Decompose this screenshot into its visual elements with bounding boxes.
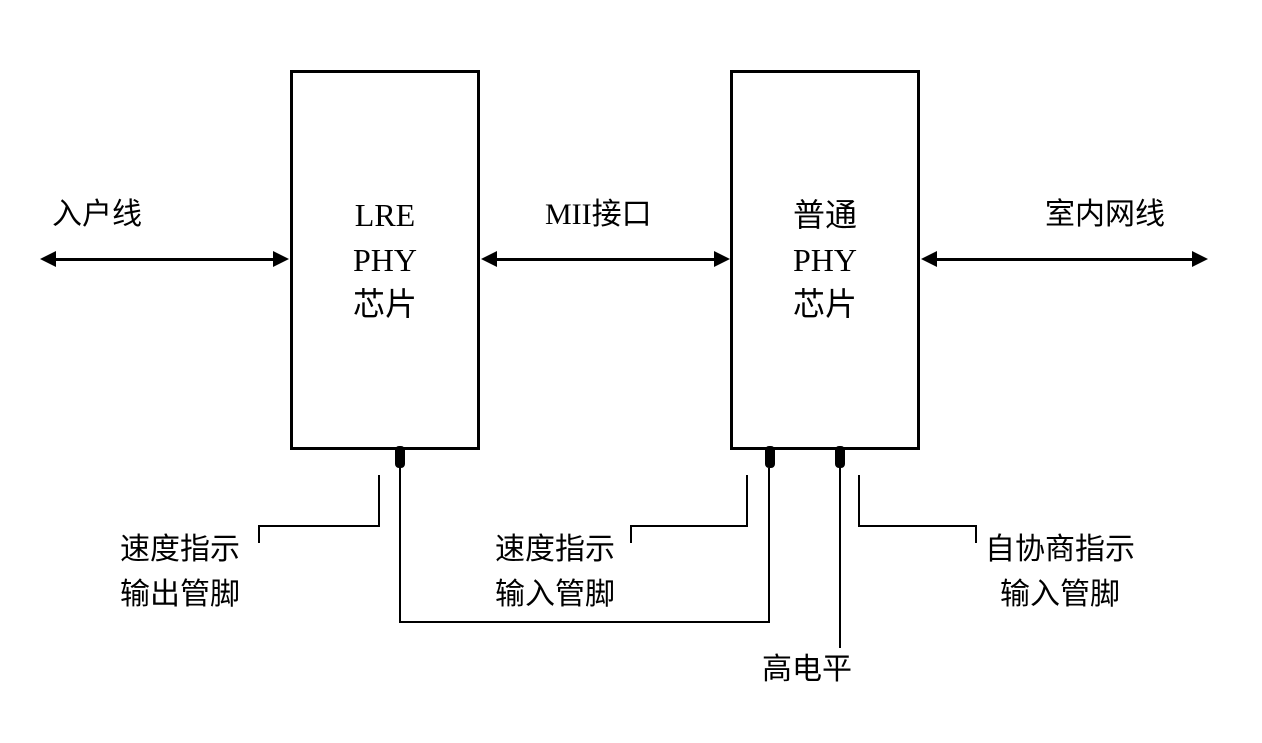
- normal-line1: 普通: [793, 193, 857, 238]
- speed-in-label-wire-2: [630, 525, 748, 527]
- speed-out-label-wire-3: [378, 475, 380, 527]
- speed-out-label-wire-2: [258, 525, 380, 527]
- incoming-arrow-right-head: [273, 251, 289, 267]
- lre-line1: LRE: [353, 193, 417, 238]
- lre-phy-box: LRE PHY 芯片: [290, 70, 480, 450]
- speed-input-label-2: 输入管脚: [495, 575, 615, 614]
- autoneg-label-wire-1: [975, 525, 977, 543]
- incoming-line-label: 入户线: [52, 195, 142, 234]
- autoneg-label-2: 输入管脚: [1000, 575, 1120, 614]
- mii-arrow-right-head: [714, 251, 730, 267]
- speed-wire-seg1: [399, 468, 401, 623]
- autoneg-label-wire-2: [858, 525, 977, 527]
- speed-out-label-wire-1: [258, 525, 260, 543]
- incoming-arrow-left-head: [40, 251, 56, 267]
- lre-line2: PHY: [353, 238, 417, 283]
- autoneg-label-1: 自协商指示: [985, 530, 1135, 569]
- indoor-arrow: [935, 258, 1195, 261]
- normal-line2: PHY: [793, 238, 857, 283]
- speed-output-pin: [395, 446, 405, 468]
- high-level-wire: [839, 468, 841, 648]
- normal-line3: 芯片: [793, 282, 857, 327]
- speed-input-pin: [765, 446, 775, 468]
- lre-phy-label: LRE PHY 芯片: [353, 193, 417, 327]
- indoor-arrow-left-head: [921, 251, 937, 267]
- speed-wire-seg2: [399, 621, 770, 623]
- indoor-arrow-right-head: [1192, 251, 1208, 267]
- speed-in-label-wire-3: [746, 475, 748, 527]
- autoneg-input-pin: [835, 446, 845, 468]
- speed-input-label-1: 速度指示: [495, 530, 615, 569]
- normal-phy-label: 普通 PHY 芯片: [793, 193, 857, 327]
- normal-phy-box: 普通 PHY 芯片: [730, 70, 920, 450]
- mii-arrow-left-head: [481, 251, 497, 267]
- speed-in-label-wire-1: [630, 525, 632, 543]
- speed-output-label-1: 速度指示: [120, 530, 240, 569]
- indoor-cable-label: 室内网线: [1045, 195, 1165, 234]
- mii-interface-label: MII接口: [545, 195, 652, 234]
- autoneg-label-wire-3: [858, 475, 860, 527]
- high-level-label: 高电平: [762, 650, 852, 689]
- mii-arrow: [495, 258, 717, 261]
- incoming-arrow: [55, 258, 285, 261]
- speed-wire-seg3: [768, 468, 770, 623]
- speed-output-label-2: 输出管脚: [120, 575, 240, 614]
- lre-line3: 芯片: [353, 282, 417, 327]
